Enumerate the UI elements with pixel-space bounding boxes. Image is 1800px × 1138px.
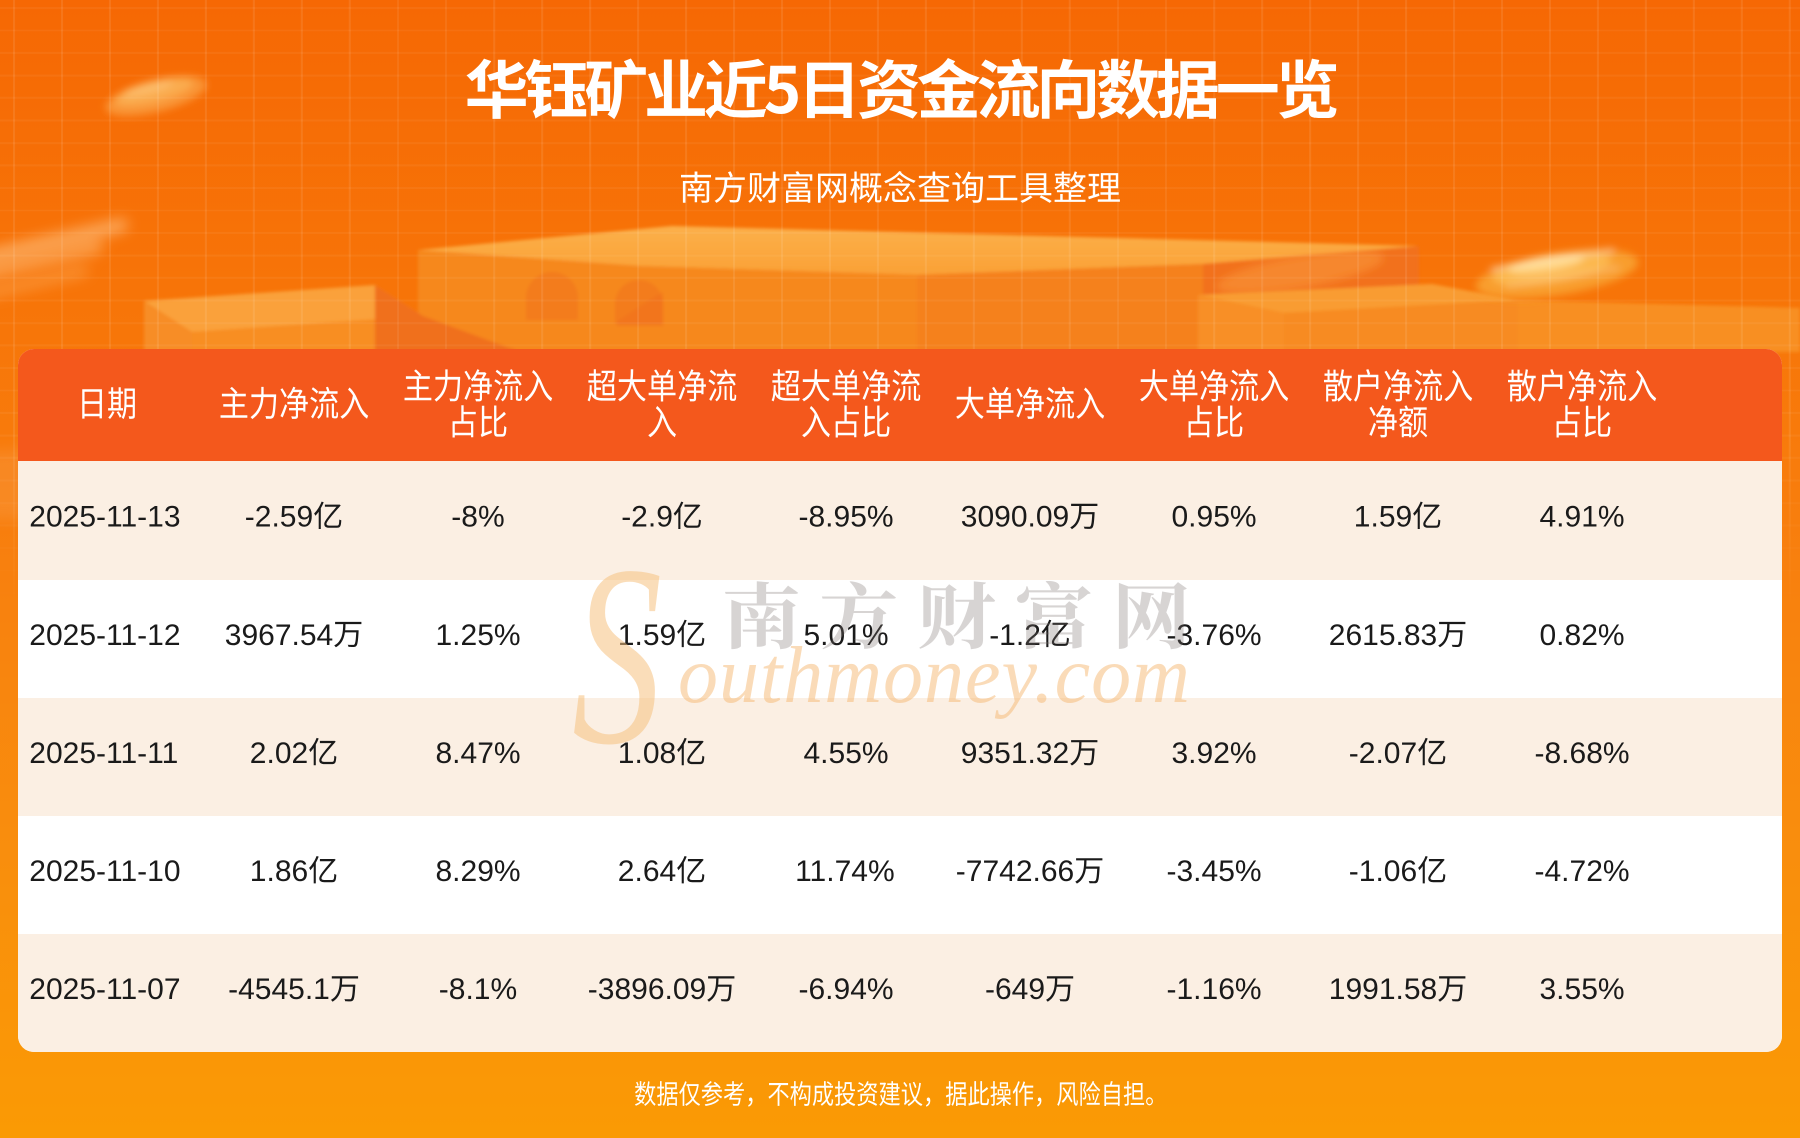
svg-text:-6.94%: -6.94% <box>799 973 894 1006</box>
svg-text:-7742.66: -7742.66 <box>956 855 1074 888</box>
svg-text:3967.54: 3967.54 <box>225 619 333 652</box>
svg-text:-8.95%: -8.95% <box>799 501 894 534</box>
svg-text:-2.07: -2.07 <box>1349 737 1417 770</box>
svg-text:2025-11-12: 2025-11-12 <box>29 619 180 652</box>
svg-text:1.59: 1.59 <box>1354 501 1412 534</box>
svg-text:2025-11-11: 2025-11-11 <box>29 737 178 770</box>
svg-text:0.82%: 0.82% <box>1540 619 1625 652</box>
svg-text:2025-11-07: 2025-11-07 <box>29 973 180 1006</box>
svg-text:3.92%: 3.92% <box>1172 737 1257 770</box>
svg-text:1.86: 1.86 <box>250 855 308 888</box>
svg-text:11.74%: 11.74% <box>795 855 895 888</box>
svg-text:S: S <box>572 514 662 799</box>
svg-text:3090.09: 3090.09 <box>961 501 1069 534</box>
svg-text:-1.16%: -1.16% <box>1167 973 1262 1006</box>
svg-text:1991.58: 1991.58 <box>1329 973 1437 1006</box>
svg-text:9351.32: 9351.32 <box>961 737 1069 770</box>
svg-text:-8.1%: -8.1% <box>439 973 517 1006</box>
svg-text:-2.9: -2.9 <box>621 501 673 534</box>
svg-text:1.25%: 1.25% <box>436 619 521 652</box>
svg-text:1.08: 1.08 <box>618 737 676 770</box>
svg-text:5.01%: 5.01% <box>804 619 889 652</box>
svg-text:2615.83: 2615.83 <box>1329 619 1437 652</box>
svg-text:8.47%: 8.47% <box>436 737 521 770</box>
svg-text:1.59: 1.59 <box>618 619 676 652</box>
svg-text:-4.72%: -4.72% <box>1535 855 1630 888</box>
svg-text:2025-11-10: 2025-11-10 <box>29 855 180 888</box>
svg-text:-649: -649 <box>985 973 1045 1006</box>
svg-text:-3.76%: -3.76% <box>1167 619 1262 652</box>
svg-text:outhmoney.com: outhmoney.com <box>678 632 1191 720</box>
svg-text:-4545.1: -4545.1 <box>228 973 330 1006</box>
svg-text:2.02: 2.02 <box>250 737 308 770</box>
svg-text:4.91%: 4.91% <box>1540 501 1625 534</box>
svg-text:-2.59: -2.59 <box>245 501 313 534</box>
svg-text:8.29%: 8.29% <box>436 855 521 888</box>
svg-text:2025-11-13: 2025-11-13 <box>29 501 180 534</box>
svg-text:-1.06: -1.06 <box>1349 855 1417 888</box>
svg-text:2.64: 2.64 <box>618 855 676 888</box>
svg-text:-8%: -8% <box>451 501 504 534</box>
svg-text:-8.68%: -8.68% <box>1535 737 1630 770</box>
svg-text:-3896.09: -3896.09 <box>588 973 706 1006</box>
svg-text:0.95%: 0.95% <box>1172 501 1257 534</box>
svg-text:-1.2: -1.2 <box>989 619 1041 652</box>
svg-text:-3.45%: -3.45% <box>1167 855 1262 888</box>
svg-text:3.55%: 3.55% <box>1540 973 1625 1006</box>
svg-text:4.55%: 4.55% <box>804 737 889 770</box>
